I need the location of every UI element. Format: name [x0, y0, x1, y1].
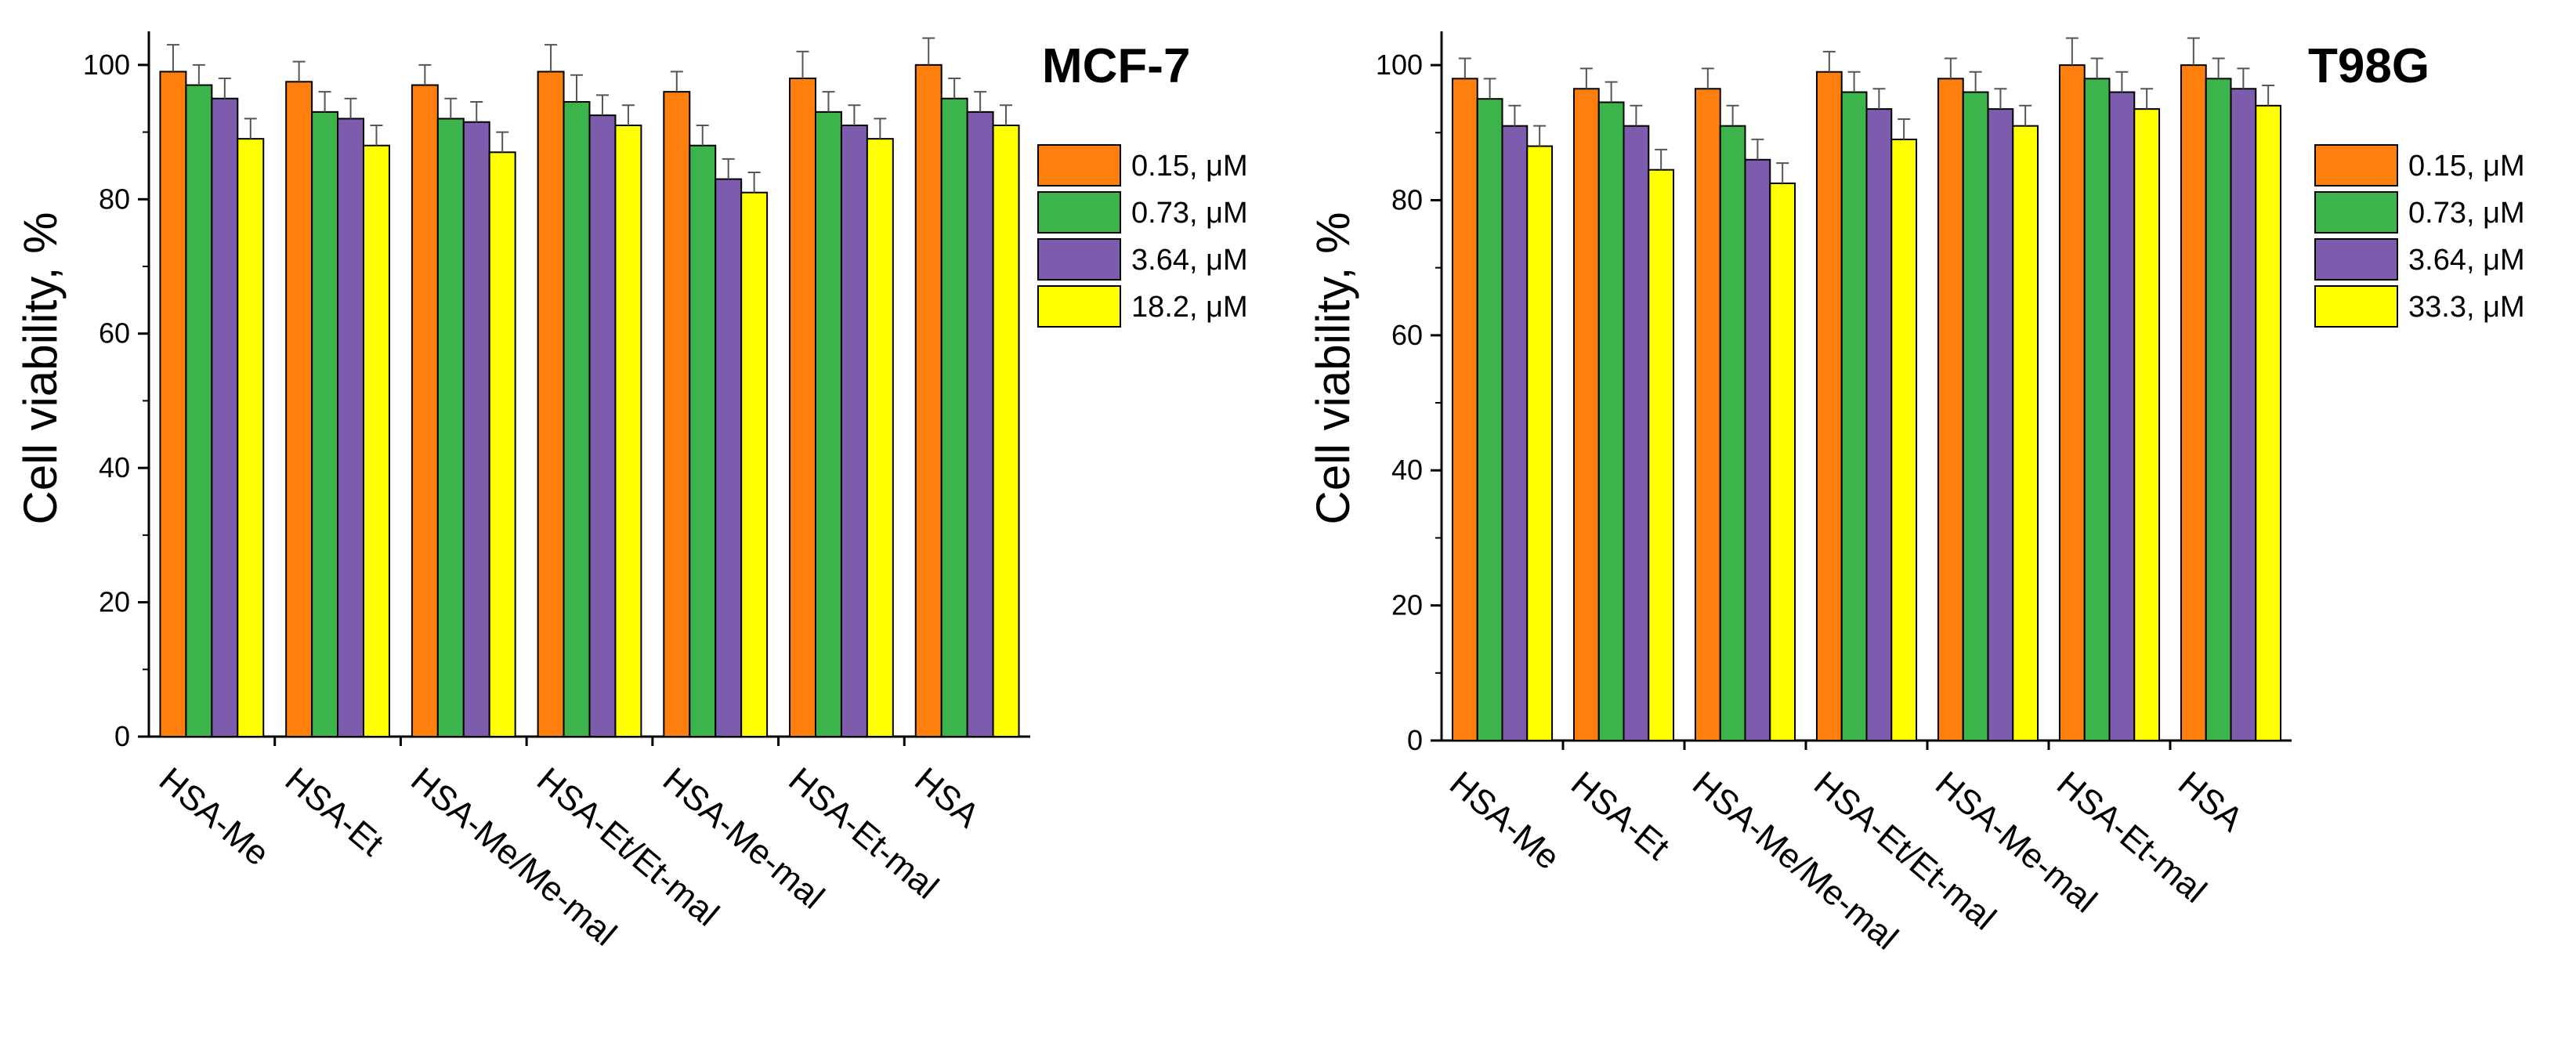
bar — [2058, 64, 2086, 742]
bar — [1937, 78, 1964, 742]
bar — [2180, 64, 2207, 742]
bar — [436, 118, 465, 737]
x-tick-label: HSA-Et — [278, 760, 391, 864]
y-tick-label: 0 — [114, 720, 130, 752]
legend-label: 0.73, μM — [1131, 197, 1248, 230]
y-tick-label: 20 — [99, 586, 130, 618]
bar — [237, 138, 265, 737]
bar — [740, 191, 769, 737]
bar — [2230, 88, 2257, 741]
bar — [1623, 125, 1650, 741]
legend-swatch — [1037, 191, 1121, 234]
bar — [866, 138, 894, 737]
bar — [840, 125, 868, 737]
legend-label: 0.15, μM — [2408, 150, 2525, 183]
legend-swatch — [1037, 238, 1121, 281]
bar — [1769, 182, 1796, 741]
legend-swatch — [2314, 238, 2398, 281]
bar — [411, 84, 439, 738]
y-tick-label: 80 — [1391, 183, 1423, 215]
chart-title: T98G — [2308, 39, 2429, 93]
legend-swatch — [2314, 285, 2398, 328]
bar — [966, 110, 994, 738]
y-axis-label: Cell viability, % — [14, 212, 67, 525]
bar — [2012, 125, 2039, 741]
bar — [992, 125, 1020, 737]
bar — [1962, 91, 1989, 742]
bar — [1597, 101, 1625, 741]
y-tick-label: 40 — [99, 451, 130, 483]
bar — [1451, 78, 1478, 742]
legend-label: 33.3, μM — [2408, 291, 2525, 324]
bar — [488, 151, 516, 738]
bar — [1648, 168, 1675, 741]
legend-swatch — [2314, 144, 2398, 187]
bar — [2205, 78, 2232, 742]
y-tick-label: 40 — [1391, 454, 1423, 486]
bar — [663, 91, 691, 737]
bar — [2255, 104, 2282, 742]
x-tick-label: HSA-Me — [1442, 764, 1567, 877]
bar — [1987, 108, 2014, 742]
x-tick-label: HSA-Et — [1564, 764, 1677, 867]
bar — [563, 101, 591, 737]
x-tick-label: HSA-Me — [152, 760, 277, 873]
y-tick-label: 80 — [99, 183, 130, 215]
bar — [1890, 138, 1918, 741]
bar — [1865, 108, 1893, 742]
bar — [789, 78, 816, 737]
bar — [363, 144, 390, 737]
bar — [1476, 98, 1503, 741]
bar — [1744, 158, 1771, 741]
bar — [211, 97, 239, 737]
legend-label: 3.64, μM — [2408, 244, 2525, 277]
y-tick-label: 60 — [99, 317, 130, 349]
y-tick-label: 100 — [1376, 49, 1423, 81]
bar — [1572, 88, 1600, 741]
bar — [614, 125, 642, 737]
y-tick-label: 60 — [1391, 319, 1423, 351]
bar — [1501, 125, 1529, 741]
bar — [537, 71, 565, 737]
bar — [715, 178, 743, 738]
bar — [1719, 125, 1746, 741]
y-tick-label: 100 — [83, 49, 130, 81]
bar — [159, 71, 187, 737]
bar — [588, 114, 617, 737]
x-tick-label: HSA-Me/Me-mal — [1685, 764, 1905, 958]
chart-title: MCF-7 — [1042, 39, 1190, 93]
bar — [1526, 145, 1554, 741]
bar — [1840, 91, 1868, 742]
legend-label: 0.73, μM — [2408, 197, 2525, 230]
chart-panel-t98g: Cell viability, % T98G 0 20 40 60 80 100 HSA-M… — [1307, 31, 2525, 958]
y-axis-label: Cell viability, % — [1307, 212, 1359, 525]
bar — [940, 97, 968, 737]
bar — [1694, 88, 1721, 741]
bar — [2133, 108, 2161, 742]
bar — [1815, 71, 1843, 741]
bar — [2083, 78, 2111, 742]
bar — [462, 121, 490, 737]
x-tick-label: HSA-Me/Me-mal — [403, 760, 624, 954]
bar — [689, 144, 717, 737]
bar — [337, 118, 365, 737]
x-tick-label: HSA — [2171, 764, 2250, 839]
legend-label: 0.15, μM — [1131, 150, 1248, 183]
bar — [285, 81, 313, 738]
legend-swatch — [1037, 144, 1121, 187]
y-tick-label: 20 — [1391, 589, 1423, 621]
legend-swatch — [2314, 191, 2398, 234]
legend-swatch — [1037, 285, 1121, 328]
bar — [311, 110, 339, 738]
bar — [2108, 91, 2136, 742]
legend-label: 18.2, μM — [1131, 291, 1248, 324]
bar — [814, 110, 842, 738]
legend-label: 3.64, μM — [1131, 244, 1248, 277]
chart-panel-mcf7: Cell viability, % MCF-7 0 20 40 60 80 100 HSA-… — [14, 31, 1248, 954]
bar — [914, 63, 942, 738]
x-tick-label: HSA — [907, 760, 986, 835]
y-tick-label: 0 — [1407, 724, 1423, 756]
bar — [185, 84, 213, 738]
